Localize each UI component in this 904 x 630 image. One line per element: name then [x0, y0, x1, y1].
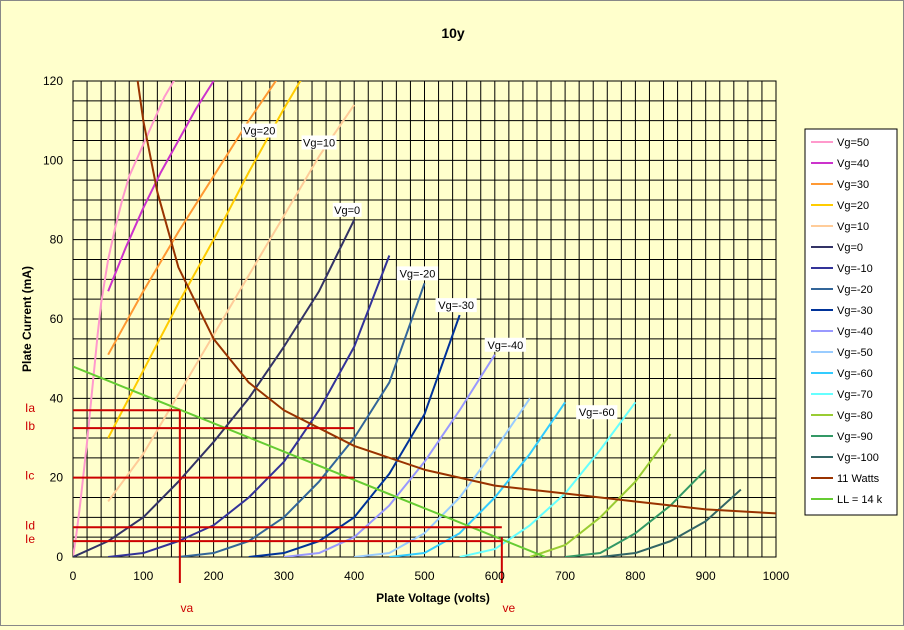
y-tick-label: 120	[43, 74, 63, 88]
legend: Vg=50 Vg=40 Vg=30 Vg=20 Vg=10 Vg=0 Vg=-10 Vg=-2…	[804, 128, 898, 516]
y-tick-label: 100	[43, 153, 63, 167]
curve-label: Vg=-20	[400, 268, 436, 280]
legend-entry: Vg=-20	[837, 284, 873, 296]
x-tick-label: 700	[555, 569, 575, 583]
marker-lines	[73, 409, 503, 583]
series-line-vg-80	[529, 433, 672, 557]
x-tick-label: 600	[485, 569, 505, 583]
legend-entry: Vg=40	[837, 158, 869, 170]
legend-entry: Vg=10	[837, 221, 869, 233]
legend-entry: Vg=-100	[837, 452, 879, 464]
legend-entry: Vg=30	[837, 179, 869, 191]
x-tick-label: 400	[344, 569, 364, 583]
curve-label: Vg=-40	[487, 340, 523, 352]
curve-label: Vg=10	[303, 137, 335, 149]
curve-label-bg	[484, 337, 526, 352]
marker-label-ic: Ic	[25, 469, 34, 483]
legend-entry: Vg=-90	[837, 431, 873, 443]
legend-entry: LL = 14 k	[837, 494, 883, 506]
series-line-vg-40	[107, 81, 215, 292]
x-tick-label: 1000	[763, 569, 790, 583]
marker-label-ia: Ia	[25, 401, 35, 415]
y-tick-label: 40	[50, 391, 64, 405]
x-tick-label: 100	[133, 569, 153, 583]
legend-entry: Vg=-30	[837, 305, 873, 317]
legend-entry: Vg=50	[837, 137, 869, 149]
x-tick-label: 900	[696, 569, 716, 583]
y-tick-label: 80	[50, 233, 64, 247]
curve-label: Vg=-30	[438, 300, 474, 312]
curve-label-bg	[576, 405, 618, 420]
x-tick-label: 800	[625, 569, 645, 583]
legend-entry: Vg=-50	[837, 347, 873, 359]
legend-entry: Vg=20	[837, 200, 869, 212]
series-line-vg-50	[73, 81, 175, 557]
x-tick-label: 500	[414, 569, 434, 583]
legend-entry: Vg=-40	[837, 326, 873, 338]
y-tick-label: 20	[50, 471, 64, 485]
marker-label-va: va	[181, 601, 194, 615]
marker-label-ve: ve	[502, 601, 515, 615]
marker-label-ie: Ie	[25, 532, 35, 546]
y-tick-label: 60	[50, 312, 64, 326]
legend-box	[804, 128, 898, 516]
legend-entry: Vg=-70	[837, 389, 873, 401]
curve-label: Vg=0	[334, 205, 360, 217]
series-line-vg-20	[107, 81, 302, 439]
series-line-ll-14-k	[73, 365, 546, 557]
legend-entry: 11 Watts	[837, 473, 880, 485]
series-line-vg-40	[283, 354, 496, 557]
x-tick-label: 300	[274, 569, 294, 583]
marker-label-id: Id	[25, 518, 35, 532]
series-line-vg-10	[107, 104, 356, 503]
x-tick-label: 0	[70, 569, 77, 583]
marker-label-ib: Ib	[25, 419, 35, 433]
series-line-vg-70	[459, 401, 637, 557]
curve-label-bg	[332, 202, 362, 217]
series-line-vg-30	[107, 81, 277, 356]
series-line-vg-30	[248, 314, 461, 557]
y-axis-label: Plate Current (mA)	[20, 266, 34, 372]
plot-border	[72, 80, 777, 558]
legend-entry: Vg=-60	[837, 368, 873, 380]
curve-label-bg	[301, 135, 337, 150]
series-group	[73, 81, 776, 557]
y-tick-label: 0	[56, 550, 63, 564]
series-line-vg-60	[389, 401, 566, 557]
chart-title: 10y	[441, 25, 465, 41]
curve-label: Vg=-60	[579, 407, 615, 419]
series-line-vg-0	[73, 219, 356, 557]
curve-label: Vg=20	[243, 126, 275, 138]
x-axis-label: Plate Voltage (volts)	[376, 591, 490, 605]
curve-label-bg	[396, 266, 439, 281]
curve-label-bg	[435, 298, 477, 313]
curve-label-bg	[241, 123, 277, 138]
legend-entry: Vg=-80	[837, 410, 873, 422]
legend-entry: Vg=-10	[837, 263, 873, 275]
series-line-vg-20	[178, 282, 426, 557]
series-line-vg-10	[108, 255, 391, 557]
x-tick-label: 200	[204, 569, 224, 583]
series-line-vg-90	[564, 469, 707, 557]
legend-entry: Vg=0	[837, 242, 863, 254]
